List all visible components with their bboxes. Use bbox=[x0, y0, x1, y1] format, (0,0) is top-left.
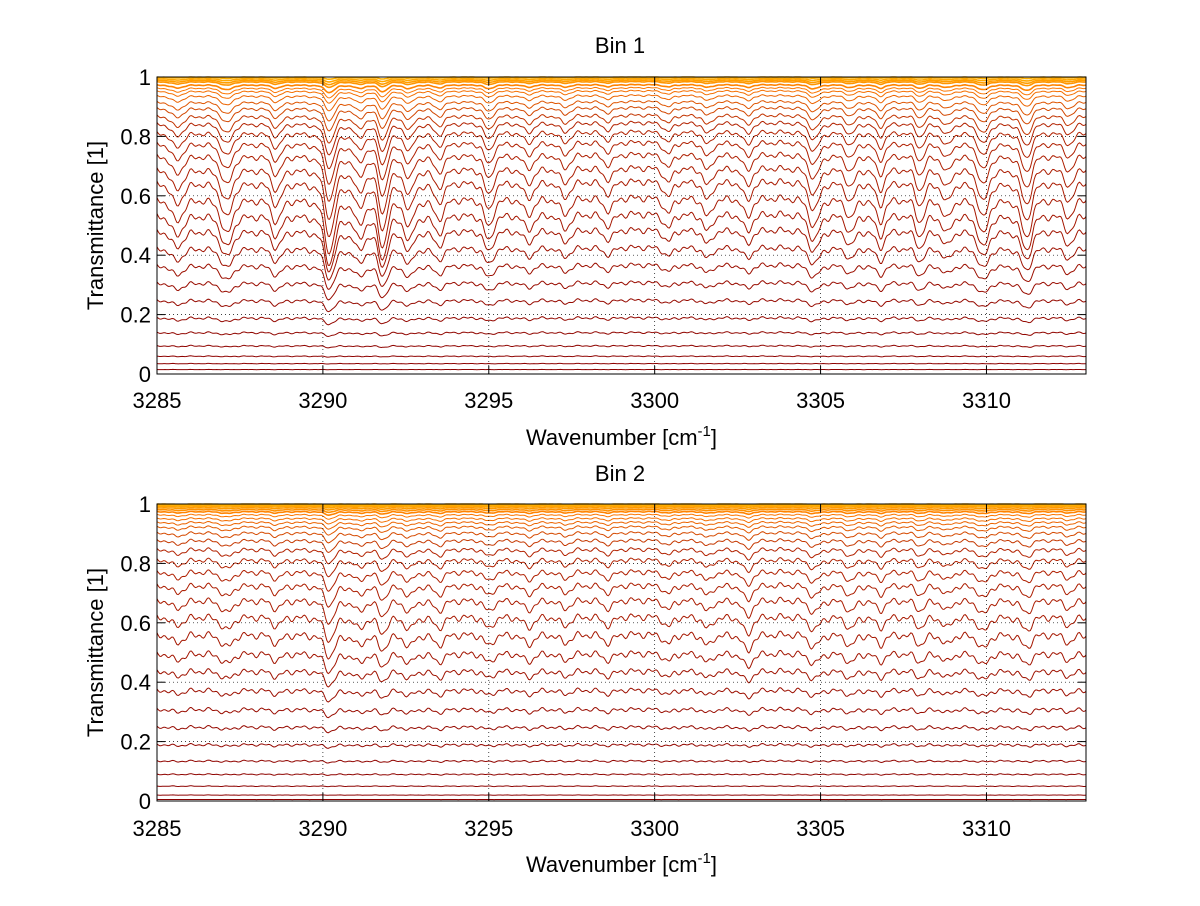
axes-box bbox=[157, 77, 1086, 374]
spectrum-line bbox=[157, 743, 1086, 748]
spectrum-line bbox=[157, 263, 1086, 290]
spectrum-line bbox=[157, 597, 1086, 624]
x-tick-label: 3300 bbox=[630, 388, 679, 413]
subplot-title: Bin 2 bbox=[595, 461, 645, 486]
y-tick-label: 0.2 bbox=[120, 303, 151, 328]
x-tick-label: 3295 bbox=[464, 816, 513, 841]
spectrum-line bbox=[157, 140, 1086, 184]
spectrum-line bbox=[157, 345, 1086, 348]
spectrum-line bbox=[157, 114, 1086, 143]
spectrum-line bbox=[157, 569, 1086, 591]
x-tick-label: 3290 bbox=[298, 816, 347, 841]
spectrum-line bbox=[157, 521, 1086, 529]
y-tick-label: 0.2 bbox=[120, 730, 151, 755]
x-tick-label: 3305 bbox=[796, 388, 845, 413]
y-tick-label: 0.6 bbox=[120, 611, 151, 636]
spectrum-line bbox=[157, 317, 1086, 325]
y-tick-label: 0.8 bbox=[120, 124, 151, 149]
y-tick-label: 1 bbox=[139, 492, 151, 517]
x-tick-label: 3285 bbox=[133, 388, 182, 413]
x-tick-label: 3310 bbox=[962, 388, 1011, 413]
series-group bbox=[157, 504, 1086, 800]
spectrum-line bbox=[157, 760, 1086, 763]
y-tick-label: 0.4 bbox=[120, 243, 151, 268]
spectrum-line bbox=[157, 356, 1086, 357]
subplot-bin-2: Bin 2 3285 3290 3295 3300 3305 3310 0 0.2 0.4 0.6… bbox=[83, 461, 1086, 877]
y-tick-label: 0 bbox=[139, 362, 151, 387]
y-tick-label: 0.6 bbox=[120, 184, 151, 209]
spectrum-line bbox=[157, 614, 1086, 643]
y-tick-label: 0.8 bbox=[120, 551, 151, 576]
spectrum-line bbox=[157, 786, 1086, 787]
spectrum-line bbox=[157, 166, 1086, 220]
x-tick-label: 3310 bbox=[962, 816, 1011, 841]
x-tick-label: 3285 bbox=[133, 816, 182, 841]
y-tick-label: 0.4 bbox=[120, 670, 151, 695]
y-axis-label: Transmittance [1] bbox=[83, 568, 108, 737]
x-axis-label: Wavenumber [cm-1] bbox=[526, 850, 717, 877]
spectrum-line bbox=[157, 558, 1086, 577]
spectrum-line bbox=[157, 363, 1086, 364]
spectrum-line bbox=[157, 631, 1086, 659]
spectrum-line bbox=[157, 532, 1086, 543]
x-tick-label: 3300 bbox=[630, 816, 679, 841]
spectrum-line bbox=[157, 152, 1086, 201]
spectrum-line bbox=[157, 583, 1086, 608]
spectrum-line bbox=[157, 101, 1086, 121]
subplot-bin-1: Bin 1 3285 3290 3295 3300 3305 3310 0 0.2 0.4 0.6… bbox=[83, 33, 1086, 450]
spectrum-line bbox=[157, 299, 1086, 312]
spectrum-line bbox=[157, 195, 1086, 254]
spectrum-line bbox=[157, 106, 1086, 130]
spectrum-line bbox=[157, 121, 1086, 155]
spectrum-line bbox=[157, 707, 1086, 717]
grid-lines bbox=[157, 77, 1086, 374]
x-tick-label: 3295 bbox=[464, 388, 513, 413]
spectrum-line bbox=[157, 688, 1086, 702]
y-tick-label: 1 bbox=[139, 65, 151, 90]
spectrum-line bbox=[157, 539, 1086, 553]
x-axis-label: Wavenumber [cm-1] bbox=[526, 423, 717, 450]
spectrum-line bbox=[157, 518, 1086, 525]
spectrum-line bbox=[157, 179, 1086, 237]
series-group bbox=[157, 77, 1086, 370]
spectrum-line bbox=[157, 332, 1086, 337]
x-tick-label: 3290 bbox=[298, 388, 347, 413]
y-axis-label: Transmittance [1] bbox=[83, 141, 108, 310]
spectrum-line bbox=[157, 774, 1086, 776]
spectrum-line bbox=[157, 245, 1086, 280]
subplot-title: Bin 1 bbox=[595, 33, 645, 58]
spectrum-line bbox=[157, 130, 1086, 169]
spectrum-line bbox=[157, 548, 1086, 564]
spectrum-line bbox=[157, 668, 1086, 687]
spectrum-line bbox=[157, 526, 1086, 535]
spectrum-line bbox=[157, 725, 1086, 732]
x-tick-label: 3305 bbox=[796, 816, 845, 841]
spectrum-line bbox=[157, 281, 1086, 300]
y-tick-label: 0 bbox=[139, 789, 151, 814]
